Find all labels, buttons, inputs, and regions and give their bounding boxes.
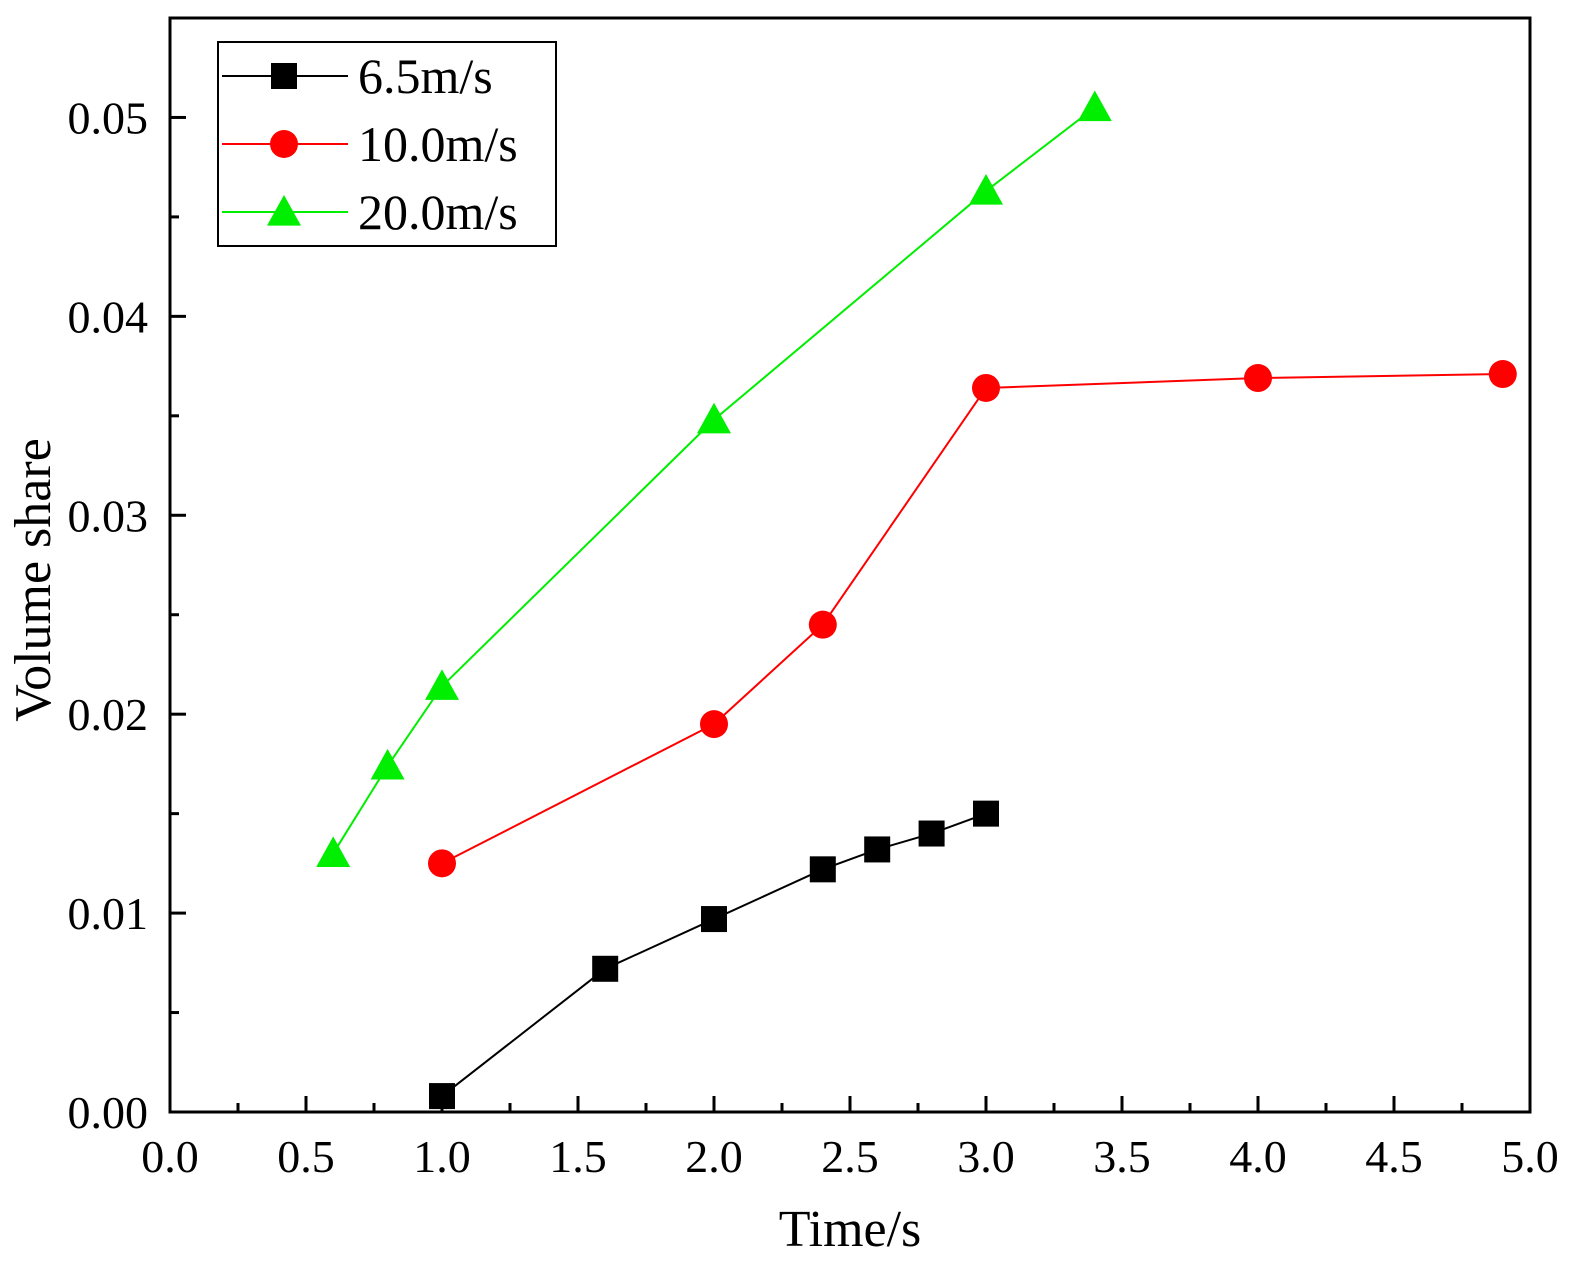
x-tick-label: 4.5 xyxy=(1365,1131,1423,1182)
series-line xyxy=(441,812,987,1097)
y-tick-label: 0.00 xyxy=(68,1087,149,1138)
data-point xyxy=(864,836,891,863)
legend-marker xyxy=(267,195,301,226)
x-tick-label: 5.0 xyxy=(1501,1131,1559,1182)
y-tick-label: 0.02 xyxy=(68,689,149,740)
data-point xyxy=(316,836,351,868)
y-tick-label: 0.03 xyxy=(68,490,149,541)
legend: 6.5m/s 10.0m/s 20.0m/s xyxy=(217,41,557,247)
x-tick-label: 0.0 xyxy=(141,1131,199,1182)
data-point xyxy=(1488,360,1517,389)
x-tick-label: 3.0 xyxy=(957,1131,1015,1182)
y-tick-label: 0.05 xyxy=(68,92,149,143)
data-point xyxy=(972,373,1000,402)
data-point xyxy=(701,906,727,933)
series-line xyxy=(332,106,1096,854)
data-point xyxy=(428,849,456,878)
data-point xyxy=(592,955,619,982)
legend-label: 10.0m/s xyxy=(358,116,518,172)
legend-label: 6.5m/s xyxy=(358,48,493,104)
x-tick-label: 2.5 xyxy=(821,1131,879,1182)
series-6.5m/s xyxy=(429,800,999,1110)
y-tick-label: 0.04 xyxy=(68,291,149,342)
y-axis-title: Volume share xyxy=(5,438,62,722)
series-20.0m/s xyxy=(316,90,1112,868)
data-point xyxy=(918,820,945,847)
data-point xyxy=(973,800,999,827)
data-point xyxy=(425,669,459,700)
data-point xyxy=(808,610,837,639)
data-point xyxy=(429,1083,455,1110)
y-tick-label: 0.01 xyxy=(68,888,149,939)
x-tick-label: 4.0 xyxy=(1229,1131,1287,1182)
data-point xyxy=(1077,90,1112,122)
data-point xyxy=(809,856,836,883)
x-axis-title: Time/s xyxy=(779,1201,922,1258)
x-tick-label: 0.5 xyxy=(277,1131,335,1182)
series-line xyxy=(441,373,1503,865)
x-tick-label: 3.5 xyxy=(1093,1131,1151,1182)
x-tick-label: 1.0 xyxy=(413,1131,471,1182)
legend-label: 20.0m/s xyxy=(358,184,518,240)
legend-marker xyxy=(270,130,298,158)
series-10.0m/s xyxy=(428,360,1517,878)
data-point xyxy=(370,748,405,780)
data-point xyxy=(1244,364,1272,393)
x-tick-label: 2.0 xyxy=(685,1131,743,1182)
series-layer xyxy=(316,90,1517,1110)
data-point xyxy=(697,402,731,434)
data-point xyxy=(700,710,728,739)
axes-layer: 0.0 0.5 1.0 1.5 2.0 2.5 3.0 3.5 4.0 4.5 5.0 0.00 0.0… xyxy=(68,16,1559,1182)
x-tick-label: 1.5 xyxy=(549,1131,607,1182)
data-point xyxy=(969,174,1003,205)
legend-marker xyxy=(271,63,297,89)
